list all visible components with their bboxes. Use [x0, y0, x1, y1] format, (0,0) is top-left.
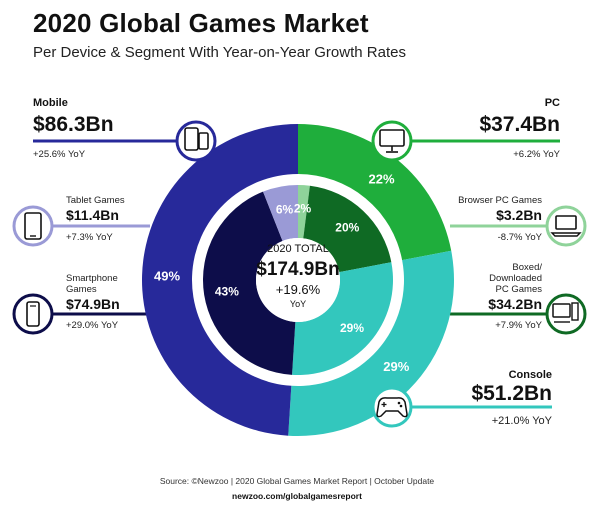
inner-label-console: 29%: [340, 321, 364, 335]
smartphone-value: $74.9Bn: [66, 296, 120, 312]
center-growth-unit: YoY: [290, 299, 306, 309]
console-value: $51.2Bn: [471, 382, 552, 405]
inner-slice-boxed-downloaded-pc-games: [303, 185, 392, 273]
boxed-yoy: +7.9% YoY: [495, 320, 542, 331]
inner-slice-browser-pc-games: [298, 185, 310, 239]
inner-slice-smartphone-games: [203, 191, 296, 375]
outer-label-pc: 22%: [368, 172, 394, 187]
center-total: $174.9Bn: [256, 259, 339, 280]
mobile-value: $86.3Bn: [33, 113, 114, 136]
inner-label-boxed-downloaded-pc-games: 20%: [335, 221, 359, 235]
slice-labels: 22% 29% 49% 2% 20% 29% 43% 6%: [154, 172, 410, 375]
source-note: Source: ©Newzoo | 2020 Global Games Mark…: [159, 476, 435, 486]
tablet-name: Tablet Games: [66, 195, 125, 206]
center-growth: +19.6%: [276, 282, 321, 297]
outer-slice-pc: [298, 124, 452, 261]
boxed-name: Boxed/ Downloaded PC Games: [489, 262, 542, 295]
smartphone-name: Smartphone Games: [66, 273, 118, 295]
page-subtitle: Per Device & Segment With Year-on-Year G…: [33, 44, 406, 61]
console-yoy: +21.0% YoY: [491, 415, 552, 427]
inner-label-tablet-games: 6%: [276, 202, 294, 216]
source-url: newzoo.com/globalgamesreport: [232, 491, 362, 501]
desktop-pc-icon: [545, 293, 587, 335]
connector-lines: [33, 139, 560, 409]
pc-yoy: +6.2% YoY: [513, 149, 560, 160]
pc-value: $37.4Bn: [479, 113, 560, 136]
mobile-yoy: +25.6% YoY: [33, 149, 86, 160]
browser-value: $3.2Bn: [496, 207, 542, 223]
center-label: 2020 TOTAL: [267, 243, 329, 255]
outer-slice-mobile: [141, 124, 298, 436]
inner-ring: [203, 185, 393, 375]
page-title: 2020 Global Games Market: [33, 8, 369, 38]
inner-label-smartphone-games: 43%: [215, 284, 239, 298]
outer-slice-console: [288, 250, 454, 437]
phone-tablet-icon: [175, 120, 217, 162]
monitor-icon: [371, 120, 413, 162]
donut-center: [256, 238, 340, 322]
laptop-icon: [545, 205, 587, 247]
gamepad-icon: [371, 386, 413, 428]
browser-yoy: -8.7% YoY: [497, 232, 542, 243]
tablet-value: $11.4Bn: [66, 207, 119, 223]
inner-slice-console: [292, 262, 393, 375]
outer-label-mobile: 49%: [154, 268, 180, 283]
console-name: Console: [508, 369, 552, 381]
smartphone-yoy: +29.0% YoY: [66, 320, 119, 331]
boxed-value: $34.2Bn: [488, 296, 542, 312]
tablet-yoy: +7.3% YoY: [66, 232, 113, 243]
mobile-name: Mobile: [33, 97, 68, 109]
inner-slice-tablet-games: [263, 185, 298, 241]
browser-name: Browser PC Games: [458, 195, 542, 206]
inner-label-browser-pc-games: 2%: [294, 201, 312, 215]
outer-label-console: 29%: [383, 359, 409, 374]
pc-name: PC: [544, 97, 560, 109]
outer-ring: [141, 124, 454, 437]
tablet-icon: [12, 205, 54, 247]
smartphone-icon: [12, 293, 54, 335]
